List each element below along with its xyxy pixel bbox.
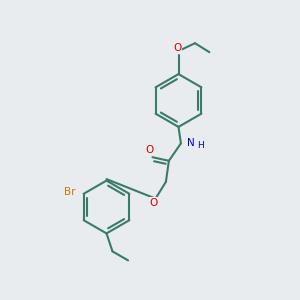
Text: Br: Br — [64, 187, 75, 197]
Text: O: O — [173, 43, 182, 53]
Text: O: O — [145, 145, 154, 155]
Text: O: O — [149, 198, 158, 208]
Text: N: N — [188, 138, 195, 148]
Text: H: H — [197, 141, 204, 150]
